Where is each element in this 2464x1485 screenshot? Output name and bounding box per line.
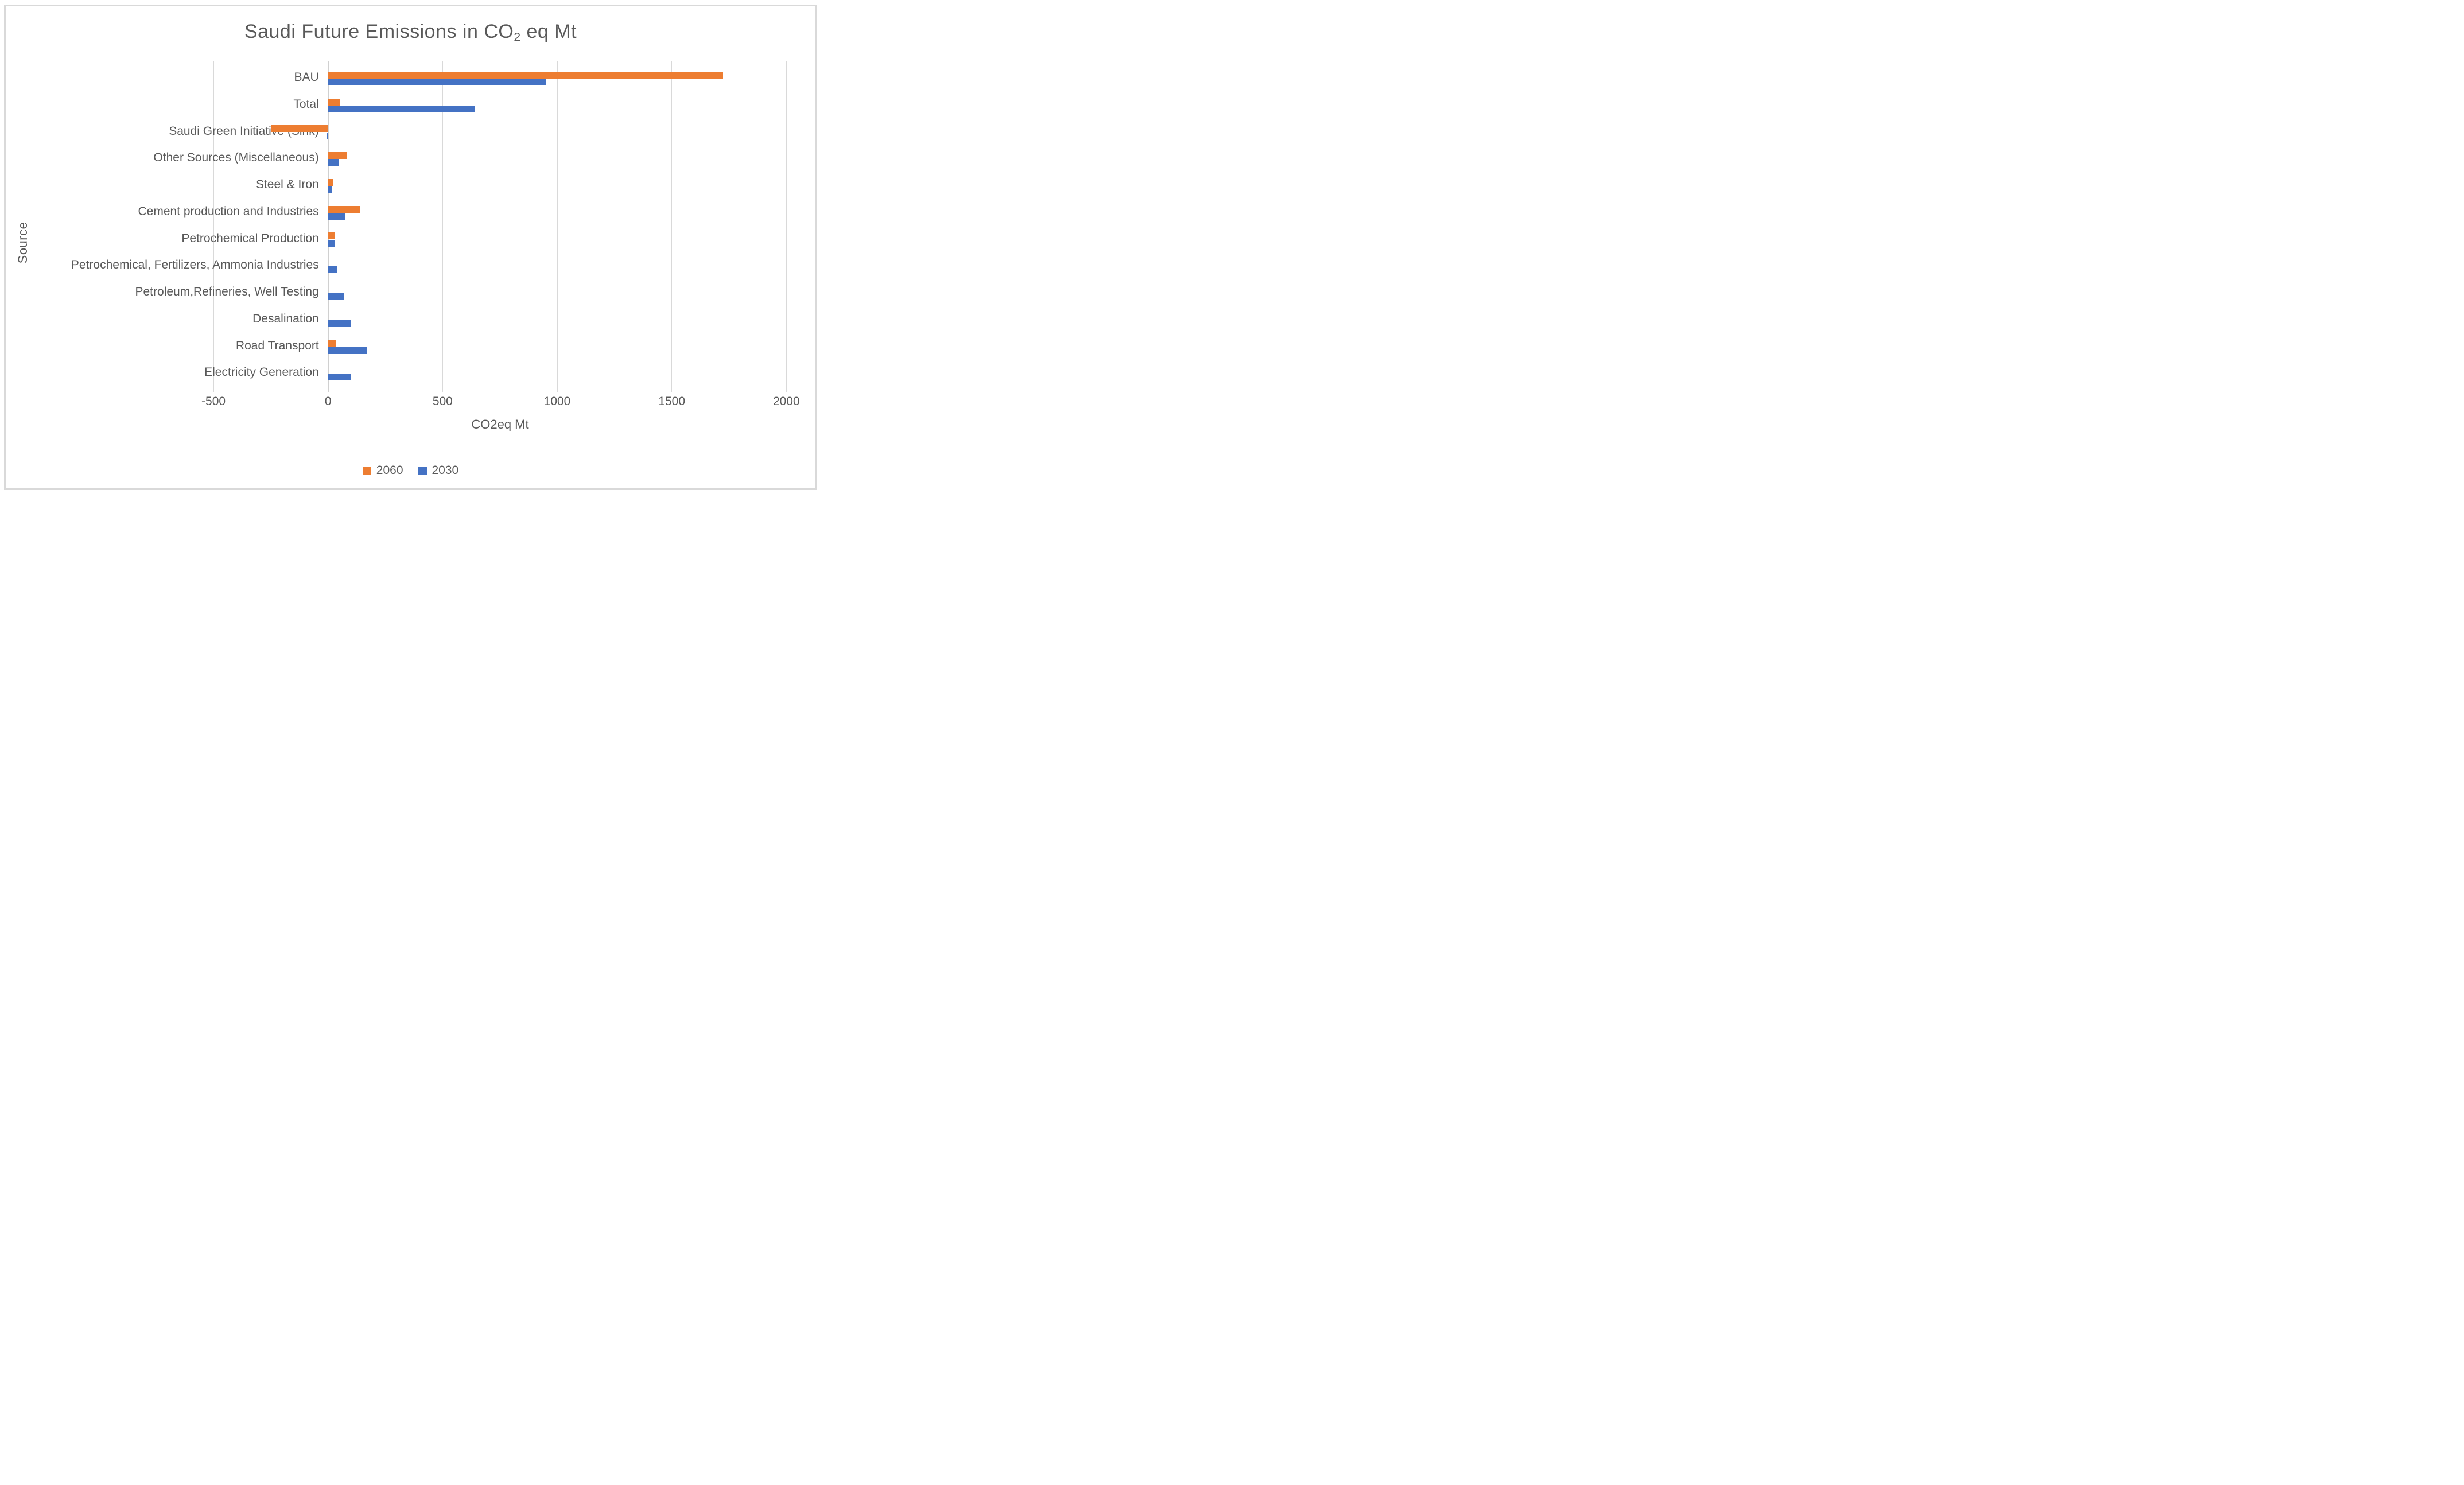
bar-2030-cement-production-and-industries: [328, 212, 345, 220]
category-label: Cement production and Industries: [138, 204, 319, 218]
legend-label-2030: 2030: [432, 464, 459, 477]
bar-2060-cement-production-and-industries: [328, 205, 360, 213]
x-tick-label: -500: [201, 395, 226, 408]
bar-2060-steel-iron: [328, 178, 333, 186]
bar-2060-other-sources-miscellaneous: [328, 152, 347, 160]
category-label: Desalination: [252, 312, 319, 325]
x-axis-title: CO2eq Mt: [471, 417, 529, 431]
category-label: Steel & Iron: [255, 178, 319, 191]
legend-item-2060: 2060: [362, 464, 403, 477]
bar-2030-total: [328, 105, 475, 112]
bar-2060-total: [328, 98, 340, 106]
bar-2060-bau: [328, 71, 724, 79]
legend-swatch-2060: [362, 466, 371, 475]
category-label: Petroleum,Refineries, Well Testing: [135, 285, 319, 298]
x-tick-label: 500: [432, 395, 453, 408]
chart-canvas: Saudi Future Emissions in CO2 eq Mt -500…: [0, 0, 821, 495]
category-label: Road Transport: [235, 339, 319, 352]
bar-2030-petroleum-refineries-well-testing: [328, 293, 344, 301]
plot-area: -500 0 500 1000 1500 2000 BAU Total Saudi Green …: [0, 0, 821, 495]
legend-item-2030: 2030: [418, 464, 459, 477]
category-label: BAU: [294, 71, 319, 84]
bar-2060-saudi-green-initiative-sink: [270, 125, 328, 133]
bar-2030-steel-iron: [328, 186, 332, 193]
category-label: Petrochemical, Fertilizers, Ammonia Indu…: [71, 258, 319, 272]
bar-2030-saudi-green-initiative-sink: [326, 132, 328, 139]
chart-title-text: Saudi Future Emissions in CO: [244, 21, 514, 42]
x-tick-label: 0: [324, 395, 332, 408]
zero-axis-line: [327, 61, 329, 392]
bar-2030-bau: [328, 79, 546, 86]
chart-title: Saudi Future Emissions in CO2 eq Mt: [0, 21, 821, 44]
category-label: Total: [293, 97, 319, 111]
gridline: [213, 61, 214, 392]
chart-title-suffix: eq Mt: [520, 21, 577, 42]
legend-label-2060: 2060: [376, 464, 403, 477]
bar-2030-petrochemical-fertilizers-ammonia-industries: [328, 266, 337, 274]
bar-2030-other-sources-miscellaneous: [328, 159, 339, 166]
chart-title-subscript: 2: [514, 30, 521, 44]
legend: 2060 2030: [0, 464, 821, 477]
gridline: [557, 61, 558, 392]
bar-2060-petrochemical-production: [328, 232, 335, 240]
category-label: Petrochemical Production: [181, 231, 319, 245]
bar-2030-road-transport: [328, 347, 367, 354]
gridline: [786, 61, 787, 392]
category-label: Other Sources (Miscellaneous): [153, 151, 319, 165]
x-tick-label: 1500: [658, 395, 685, 408]
bar-2030-petrochemical-production: [328, 239, 335, 247]
category-label: Electricity Generation: [204, 366, 319, 379]
bar-2060-road-transport: [328, 340, 336, 347]
gridline: [442, 61, 443, 392]
y-axis-title: Source: [15, 221, 30, 264]
legend-swatch-2030: [418, 466, 427, 475]
x-tick-label: 2000: [772, 395, 800, 408]
gridline: [671, 61, 673, 392]
bar-2030-electricity-generation: [328, 374, 351, 381]
x-tick-label: 1000: [543, 395, 571, 408]
bar-2030-desalination: [328, 320, 351, 327]
